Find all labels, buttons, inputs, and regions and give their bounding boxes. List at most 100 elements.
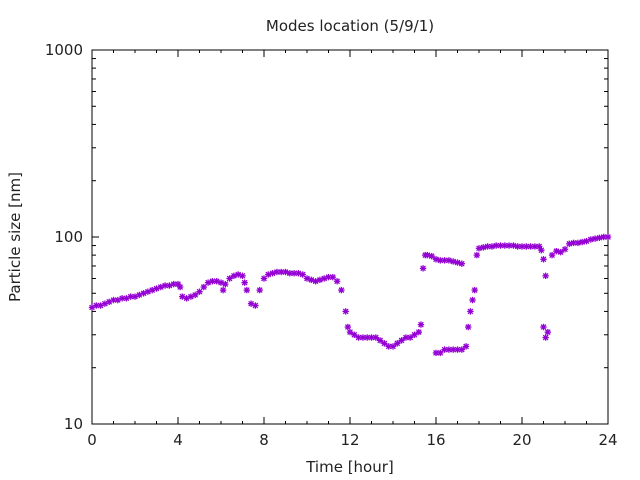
data-point-stroke (579, 239, 586, 245)
data-point-stroke (415, 329, 422, 335)
data-point (222, 280, 229, 288)
data-point (93, 302, 100, 309)
data-point-stroke (540, 324, 547, 330)
data-point-stroke (454, 259, 461, 266)
data-point-stroke (196, 288, 203, 295)
data-point-stroke (344, 324, 351, 330)
data-point (329, 273, 336, 281)
data-point (527, 243, 534, 250)
data-point (596, 234, 603, 242)
data-point-stroke (364, 334, 371, 341)
data-point (600, 233, 607, 241)
data-point (557, 248, 564, 256)
data-point (243, 286, 250, 294)
data-point-stroke (592, 235, 598, 242)
data-point-stroke (177, 284, 184, 290)
data-point-stroke (403, 334, 409, 341)
data-point-stroke (506, 242, 512, 249)
data-point (176, 283, 184, 291)
data-point-stroke (239, 272, 246, 279)
data-point-stroke (385, 343, 392, 350)
data-point (394, 340, 401, 347)
data-point (480, 244, 487, 251)
data-point-stroke (351, 331, 358, 338)
data-point (505, 242, 513, 249)
data-point (462, 343, 470, 350)
data-point-stroke (394, 340, 401, 347)
data-point-stroke (256, 287, 263, 293)
data-point-stroke (282, 269, 289, 275)
data-point-stroke (170, 281, 177, 287)
data-point (209, 278, 216, 285)
data-point-stroke (127, 293, 134, 300)
data-point-stroke (220, 287, 227, 293)
data-point (538, 246, 545, 254)
data-point-stroke (338, 287, 345, 293)
data-point (488, 243, 496, 250)
data-point-stroke (261, 275, 267, 282)
data-point-stroke (469, 297, 476, 303)
y-tick-label: 10 (64, 415, 83, 433)
data-point-stroke (308, 276, 315, 283)
data-point-stroke (467, 308, 474, 315)
data-point-stroke (542, 272, 549, 279)
data-point-stroke (493, 242, 500, 249)
data-point (351, 331, 358, 338)
data-point (359, 334, 367, 341)
data-point-stroke (418, 321, 424, 328)
data-point-stroke (480, 244, 487, 251)
data-point (579, 238, 586, 246)
data-point (432, 349, 440, 357)
data-point-stroke (372, 334, 379, 341)
data-point (389, 343, 397, 350)
data-point (604, 233, 612, 241)
data-point-stroke (428, 253, 435, 260)
data-point (493, 242, 500, 249)
data-point-stroke (179, 293, 186, 300)
data-point-stroke (248, 300, 254, 307)
data-point (127, 293, 134, 300)
data-point-stroke (557, 249, 564, 255)
data-point-stroke (437, 350, 444, 356)
data-point-stroke (441, 257, 448, 264)
data-point-stroke (110, 297, 117, 303)
data-point (174, 280, 182, 288)
data-point-stroke (446, 257, 452, 264)
data-point (471, 286, 478, 294)
data-point-stroke (200, 284, 207, 290)
data-point-stroke (540, 256, 547, 263)
data-point (260, 275, 268, 282)
x-tick-label: 4 (173, 431, 183, 449)
data-point-stroke (295, 270, 302, 277)
data-point (540, 323, 547, 331)
data-point-stroke (587, 236, 594, 243)
data-point-stroke (433, 256, 439, 263)
data-point (299, 271, 306, 278)
data-point-stroke (304, 275, 310, 282)
data-point-stroke (489, 243, 495, 250)
data-point-stroke (381, 340, 388, 347)
data-point-stroke (458, 260, 465, 267)
data-point (286, 270, 293, 277)
data-point (574, 239, 582, 247)
data-point-stroke (446, 346, 452, 353)
data-point-stroke (274, 269, 280, 275)
data-point-stroke (252, 302, 259, 309)
data-point (518, 243, 526, 250)
data-point (376, 337, 384, 344)
y-tick-label: 100 (54, 228, 83, 246)
data-point-stroke (222, 281, 229, 287)
data-point (219, 286, 227, 294)
data-point (200, 283, 207, 291)
data-point-stroke (605, 234, 611, 240)
data-point-stroke (523, 243, 530, 250)
data-point-stroke (473, 252, 480, 258)
data-point (325, 273, 332, 281)
data-point (542, 334, 549, 341)
scatter-series (88, 233, 612, 357)
data-point-stroke (424, 252, 431, 258)
data-point (458, 346, 465, 353)
data-point-stroke (241, 279, 248, 286)
data-point-stroke (209, 278, 216, 285)
